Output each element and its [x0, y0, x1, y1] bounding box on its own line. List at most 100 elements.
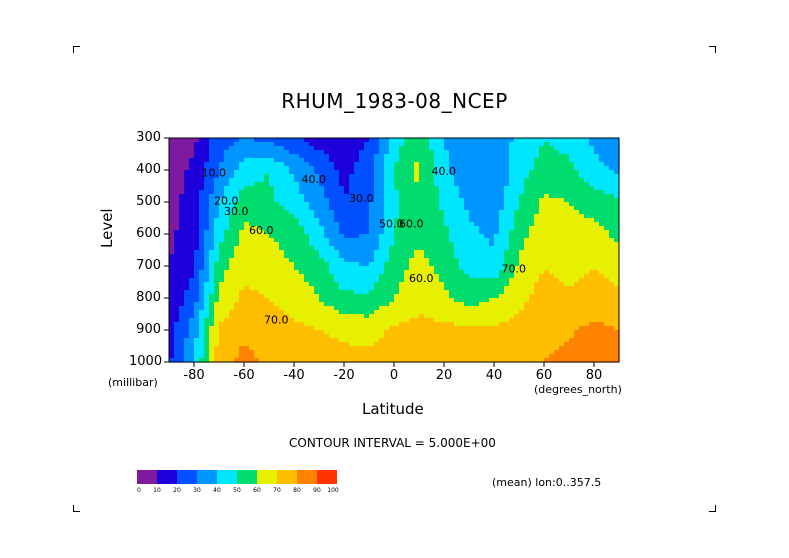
- heatmap-cell: [454, 354, 460, 359]
- heatmap-cell: [269, 198, 275, 203]
- heatmap-cell: [549, 258, 555, 263]
- heatmap-cell: [464, 282, 470, 287]
- heatmap-cell: [359, 174, 365, 179]
- heatmap-cell: [319, 142, 325, 147]
- heatmap-cell: [259, 338, 265, 343]
- heatmap-cell: [574, 226, 580, 231]
- heatmap-cell: [549, 146, 555, 151]
- heatmap-cell: [579, 174, 585, 179]
- heatmap-cell: [314, 214, 320, 219]
- heatmap-cell: [199, 194, 205, 199]
- heatmap-cell: [524, 186, 530, 191]
- heatmap-cell: [239, 290, 245, 295]
- heatmap-cell: [354, 178, 360, 183]
- heatmap-cell: [524, 270, 530, 275]
- heatmap-cell: [179, 222, 185, 227]
- heatmap-cell: [399, 310, 405, 315]
- heatmap-cell: [479, 230, 485, 235]
- heatmap-cell: [349, 206, 355, 211]
- heatmap-cell: [364, 162, 370, 167]
- heatmap-cell: [579, 162, 585, 167]
- heatmap-cell: [454, 218, 460, 223]
- heatmap-cell: [319, 262, 325, 267]
- heatmap-cell: [229, 274, 235, 279]
- heatmap-cell: [444, 198, 450, 203]
- heatmap-cell: [504, 314, 510, 319]
- heatmap-cell: [349, 226, 355, 231]
- heatmap-cell: [209, 166, 215, 171]
- heatmap-cell: [554, 350, 560, 355]
- heatmap-cell: [384, 190, 390, 195]
- heatmap-cell: [599, 330, 605, 335]
- heatmap-cell: [189, 310, 195, 315]
- heatmap-cell: [214, 270, 220, 275]
- heatmap-cell: [409, 254, 415, 259]
- heatmap-cell: [529, 310, 535, 315]
- heatmap-cell: [184, 178, 190, 183]
- heatmap-cell: [579, 234, 585, 239]
- heatmap-cell: [559, 306, 565, 311]
- heatmap-cell: [389, 318, 395, 323]
- heatmap-cell: [584, 146, 590, 151]
- heatmap-cell: [194, 346, 200, 351]
- heatmap-cell: [174, 274, 180, 279]
- heatmap-cell: [329, 138, 335, 143]
- heatmap-cell: [614, 266, 620, 271]
- heatmap-cell: [194, 250, 200, 255]
- heatmap-cell: [344, 310, 350, 315]
- heatmap-cell: [294, 178, 300, 183]
- heatmap-cell: [334, 210, 340, 215]
- heatmap-cell: [419, 258, 425, 263]
- heatmap-cell: [544, 242, 550, 247]
- heatmap-cell: [469, 166, 475, 171]
- heatmap-cell: [454, 326, 460, 331]
- heatmap-cell: [389, 150, 395, 155]
- heatmap-cell: [239, 254, 245, 259]
- heatmap-cell: [324, 150, 330, 155]
- heatmap-cell: [284, 258, 290, 263]
- heatmap-cell: [389, 314, 395, 319]
- heatmap-cell: [589, 214, 595, 219]
- heatmap-cell: [594, 142, 600, 147]
- heatmap-cell: [489, 286, 495, 291]
- heatmap-cell: [564, 194, 570, 199]
- heatmap-cell: [249, 250, 255, 255]
- heatmap-cell: [454, 194, 460, 199]
- heatmap-cell: [549, 162, 555, 167]
- heatmap-cell: [264, 150, 270, 155]
- heatmap-cell: [469, 170, 475, 175]
- heatmap-cell: [279, 354, 285, 359]
- heatmap-cell: [239, 222, 245, 227]
- heatmap-cell: [554, 146, 560, 151]
- heatmap-cell: [409, 302, 415, 307]
- heatmap-cell: [244, 194, 250, 199]
- heatmap-cell: [484, 354, 490, 359]
- heatmap-cell: [224, 322, 230, 327]
- heatmap-cell: [499, 194, 505, 199]
- heatmap-cell: [514, 226, 520, 231]
- heatmap-cell: [524, 226, 530, 231]
- heatmap-cell: [554, 298, 560, 303]
- heatmap-cell: [464, 274, 470, 279]
- heatmap-cell: [289, 234, 295, 239]
- heatmap-cell: [184, 334, 190, 339]
- heatmap-cell: [349, 314, 355, 319]
- heatmap-cell: [499, 182, 505, 187]
- heatmap-cell: [204, 306, 210, 311]
- heatmap-cell: [304, 182, 310, 187]
- heatmap-cell: [359, 218, 365, 223]
- heatmap-cell: [309, 142, 315, 147]
- heatmap-cell: [244, 146, 250, 151]
- heatmap-cell: [284, 178, 290, 183]
- heatmap-cell: [579, 258, 585, 263]
- heatmap-cell: [214, 202, 220, 207]
- heatmap-cell: [394, 214, 400, 219]
- heatmap-cell: [559, 138, 565, 143]
- heatmap-cell: [384, 290, 390, 295]
- heatmap-cell: [599, 174, 605, 179]
- heatmap-cell: [599, 326, 605, 331]
- heatmap-cell: [549, 254, 555, 259]
- heatmap-cell: [519, 226, 525, 231]
- heatmap-cell: [259, 262, 265, 267]
- heatmap-cell: [584, 150, 590, 155]
